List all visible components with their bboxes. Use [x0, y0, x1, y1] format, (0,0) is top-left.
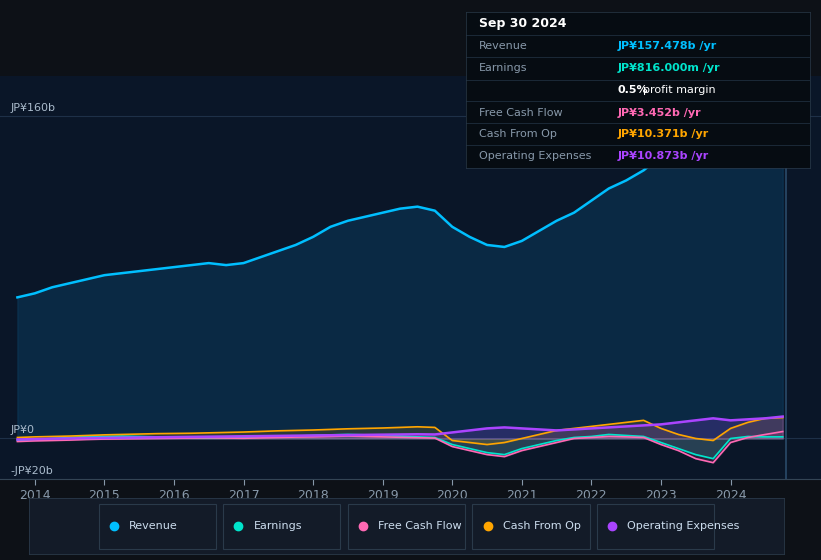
Text: -JP¥20b: -JP¥20b [11, 466, 53, 476]
Text: Operating Expenses: Operating Expenses [627, 521, 740, 531]
Text: 0.5%: 0.5% [617, 85, 648, 95]
Text: Free Cash Flow: Free Cash Flow [378, 521, 461, 531]
Text: Earnings: Earnings [254, 521, 302, 531]
Text: JP¥816.000m /yr: JP¥816.000m /yr [617, 63, 720, 73]
Text: Cash From Op: Cash From Op [479, 129, 557, 139]
Text: Free Cash Flow: Free Cash Flow [479, 108, 563, 118]
Text: JP¥10.873b /yr: JP¥10.873b /yr [617, 151, 709, 161]
Text: Cash From Op: Cash From Op [502, 521, 580, 531]
Text: JP¥10.371b /yr: JP¥10.371b /yr [617, 129, 709, 139]
Text: JP¥3.452b /yr: JP¥3.452b /yr [617, 108, 701, 118]
Text: Sep 30 2024: Sep 30 2024 [479, 17, 566, 30]
Text: profit margin: profit margin [643, 85, 716, 95]
Text: Revenue: Revenue [479, 41, 528, 51]
Text: Operating Expenses: Operating Expenses [479, 151, 592, 161]
Text: JP¥0: JP¥0 [11, 426, 34, 436]
Text: JP¥157.478b /yr: JP¥157.478b /yr [617, 41, 717, 51]
Text: Revenue: Revenue [129, 521, 177, 531]
Text: JP¥160b: JP¥160b [11, 103, 56, 113]
Text: Earnings: Earnings [479, 63, 528, 73]
